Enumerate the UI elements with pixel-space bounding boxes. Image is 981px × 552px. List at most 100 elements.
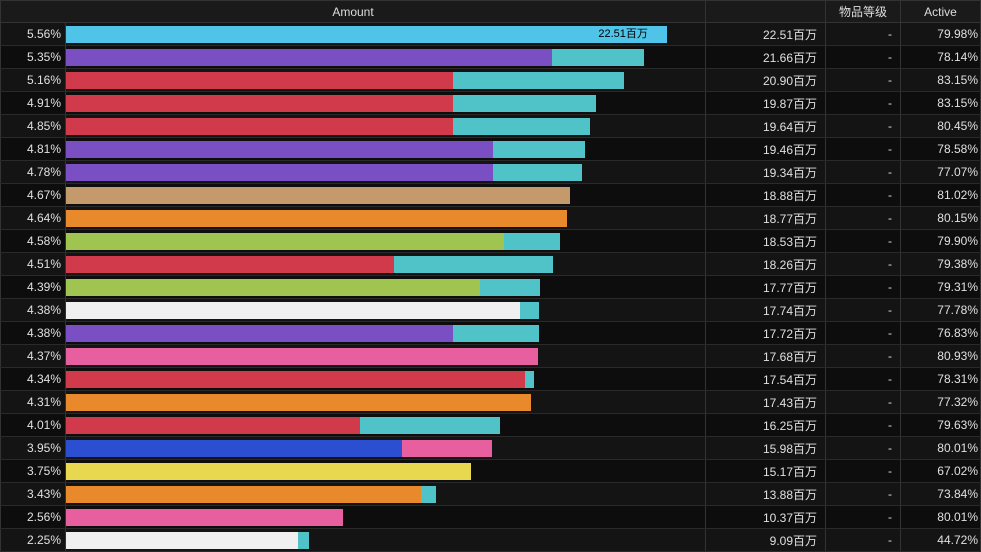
table-row[interactable]: 4.37%17.68百万-80.93% xyxy=(1,345,981,368)
bar-end-label xyxy=(471,463,475,480)
table-row[interactable]: 4.01%16.25百万-79.63% xyxy=(1,414,981,437)
bar-cell xyxy=(66,414,706,437)
bar-cell xyxy=(66,529,706,552)
amount-value: 17.74百万 xyxy=(706,299,826,322)
col-amount[interactable]: Amount xyxy=(1,1,706,23)
bar-cell xyxy=(66,92,706,115)
bar-end-label xyxy=(492,440,496,457)
bar-segment xyxy=(66,187,570,204)
bar-segment xyxy=(360,417,500,434)
amount-value: 18.88百万 xyxy=(706,184,826,207)
active-value: 83.15% xyxy=(901,92,981,115)
table-row[interactable]: 5.16%20.90百万-83.15% xyxy=(1,69,981,92)
bar-end-label xyxy=(585,141,589,158)
bar-end-label xyxy=(567,210,571,227)
table-row[interactable]: 4.81%19.46百万-78.58% xyxy=(1,138,981,161)
grade-value: - xyxy=(826,253,901,276)
amount-value: 17.77百万 xyxy=(706,276,826,299)
table-row[interactable]: 4.51%18.26百万-79.38% xyxy=(1,253,981,276)
bar-segment xyxy=(552,49,644,66)
table-row[interactable]: 2.56%10.37百万-80.01% xyxy=(1,506,981,529)
bar-cell xyxy=(66,230,706,253)
bar-segment xyxy=(66,417,360,434)
bar-segment xyxy=(480,279,541,296)
amount-value: 21.66百万 xyxy=(706,46,826,69)
table-row[interactable]: 3.95%15.98百万-80.01% xyxy=(1,437,981,460)
table-row[interactable]: 4.58%18.53百万-79.90% xyxy=(1,230,981,253)
bar-segment xyxy=(66,532,298,549)
amount-value: 13.88百万 xyxy=(706,483,826,506)
bar-segment xyxy=(66,440,402,457)
table-row[interactable]: 2.25%9.09百万-44.72% xyxy=(1,529,981,552)
bar-segment xyxy=(402,440,492,457)
grade-value: - xyxy=(826,460,901,483)
table-row[interactable]: 4.91%19.87百万-83.15% xyxy=(1,92,981,115)
bar-segment xyxy=(453,118,590,135)
bar-cell xyxy=(66,207,706,230)
pct-value: 4.38% xyxy=(1,322,66,345)
pct-value: 4.81% xyxy=(1,138,66,161)
table-row[interactable]: 4.78%19.34百万-77.07% xyxy=(1,161,981,184)
grade-value: - xyxy=(826,115,901,138)
pct-value: 5.56% xyxy=(1,23,66,46)
table-row[interactable]: 4.85% 19.64百万-80.45% xyxy=(1,115,981,138)
active-value: 79.63% xyxy=(901,414,981,437)
table-row[interactable]: 4.34%17.54百万-78.31% xyxy=(1,368,981,391)
bar-end-label xyxy=(539,302,543,319)
grade-value: - xyxy=(826,414,901,437)
bar-cell xyxy=(66,345,706,368)
active-value: 79.90% xyxy=(901,230,981,253)
amount-value: 16.25百万 xyxy=(706,414,826,437)
amount-value: 19.64百万 xyxy=(706,115,826,138)
grade-value: - xyxy=(826,483,901,506)
active-value: 80.45% xyxy=(901,115,981,138)
grade-value: - xyxy=(826,391,901,414)
bar-segment xyxy=(66,325,453,342)
pct-value: 4.31% xyxy=(1,391,66,414)
bar-segment xyxy=(525,371,534,388)
active-value: 79.38% xyxy=(901,253,981,276)
table-row[interactable]: 4.67%18.88百万-81.02% xyxy=(1,184,981,207)
pct-value: 4.85% xyxy=(1,115,66,138)
header-row: Amount 物品等级 Active xyxy=(1,1,981,23)
bar-segment xyxy=(453,72,624,89)
grade-value: - xyxy=(826,368,901,391)
bar-segment xyxy=(66,210,567,227)
amount-value: 18.77百万 xyxy=(706,207,826,230)
table-row[interactable]: 4.38%17.74百万-77.78% xyxy=(1,299,981,322)
amount-value: 15.98百万 xyxy=(706,437,826,460)
table-row[interactable]: 4.38%17.72百万-76.83% xyxy=(1,322,981,345)
bar-end-label xyxy=(624,72,628,89)
table-row[interactable]: 5.56%22.51百万22.51百万-79.98% xyxy=(1,23,981,46)
amount-value: 17.54百万 xyxy=(706,368,826,391)
table-row[interactable]: 4.64%18.77百万-80.15% xyxy=(1,207,981,230)
bar-segment xyxy=(66,302,520,319)
table-row[interactable]: 3.75%15.17百万-67.02% xyxy=(1,460,981,483)
pct-value: 2.56% xyxy=(1,506,66,529)
col-active[interactable]: Active xyxy=(901,1,981,23)
bar-segment xyxy=(504,233,561,250)
bar-segment xyxy=(66,279,480,296)
bar-cell xyxy=(66,299,706,322)
grade-value: - xyxy=(826,184,901,207)
pct-value: 4.64% xyxy=(1,207,66,230)
active-value: 80.01% xyxy=(901,437,981,460)
grade-value: - xyxy=(826,322,901,345)
col-grade[interactable]: 物品等级 xyxy=(826,1,901,23)
bar-segment xyxy=(493,164,582,181)
bar-segment xyxy=(394,256,553,273)
bar-cell xyxy=(66,115,706,138)
active-value: 80.93% xyxy=(901,345,981,368)
grade-value: - xyxy=(826,46,901,69)
table-row[interactable]: 5.35%21.66百万-78.14% xyxy=(1,46,981,69)
bar-end-label xyxy=(540,279,544,296)
table-row[interactable]: 4.31%17.43百万-77.32% xyxy=(1,391,981,414)
col-amount-value[interactable] xyxy=(706,1,826,23)
table-row[interactable]: 3.43%13.88百万-73.84% xyxy=(1,483,981,506)
pct-value: 4.78% xyxy=(1,161,66,184)
active-value: 83.15% xyxy=(901,69,981,92)
table-row[interactable]: 4.39%17.77百万-79.31% xyxy=(1,276,981,299)
grade-value: - xyxy=(826,69,901,92)
bar-end-label xyxy=(531,394,535,411)
bar-segment xyxy=(66,348,538,365)
